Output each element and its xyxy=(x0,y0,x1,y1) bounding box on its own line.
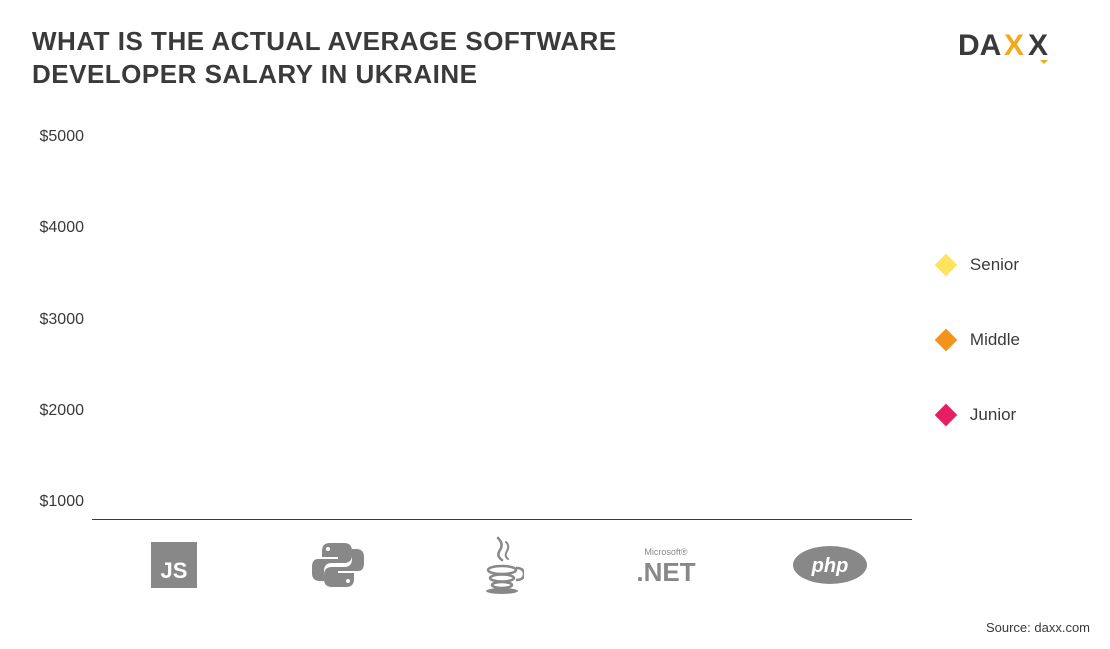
svg-text:JS: JS xyxy=(161,558,188,583)
bar-java xyxy=(445,155,560,519)
chart-title: WHAT IS THE ACTUAL AVERAGE SOFTWARE DEVE… xyxy=(32,25,672,90)
svg-text:php: php xyxy=(811,555,849,577)
legend-item-senior: Senior xyxy=(938,255,1020,275)
legend-item-middle: Middle xyxy=(938,330,1020,350)
legend-marker xyxy=(935,404,958,427)
legend: Senior Middle Junior xyxy=(938,255,1020,480)
y-tick: $2000 xyxy=(40,402,85,420)
legend-label: Junior xyxy=(970,405,1016,425)
bar-php xyxy=(773,155,888,519)
svg-text:Microsoft®: Microsoft® xyxy=(644,547,688,557)
daxx-logo: DA X X xyxy=(958,25,1078,65)
svg-text:X: X xyxy=(1004,29,1024,62)
legend-marker xyxy=(935,329,958,352)
legend-label: Middle xyxy=(970,330,1020,350)
legend-item-junior: Junior xyxy=(938,405,1020,425)
dotnet-icon: Microsoft® .NET xyxy=(609,535,724,595)
y-tick: $4000 xyxy=(40,219,85,237)
java-icon xyxy=(445,535,560,595)
plot-area xyxy=(92,155,912,520)
legend-label: Senior xyxy=(970,255,1019,275)
bar-dotnet xyxy=(609,155,724,519)
y-tick: $5000 xyxy=(40,128,85,146)
javascript-icon: JS xyxy=(117,535,232,595)
x-axis-icons: JS Microsoft® .NET php xyxy=(92,535,912,595)
python-icon xyxy=(281,535,396,595)
header: WHAT IS THE ACTUAL AVERAGE SOFTWARE DEVE… xyxy=(0,0,1110,90)
bar-python xyxy=(281,155,396,519)
php-icon: php xyxy=(773,535,888,595)
source-text: Source: daxx.com xyxy=(986,620,1090,635)
svg-text:.NET: .NET xyxy=(636,557,695,587)
y-axis: $1000 $2000 $3000 $4000 $5000 xyxy=(32,155,92,520)
y-tick: $3000 xyxy=(40,311,85,329)
legend-marker xyxy=(935,254,958,277)
y-tick: $1000 xyxy=(40,493,85,511)
svg-text:DA: DA xyxy=(958,29,1001,62)
bar-js xyxy=(117,155,232,519)
svg-text:X: X xyxy=(1028,29,1048,62)
chart: $1000 $2000 $3000 $4000 $5000 xyxy=(32,155,912,520)
